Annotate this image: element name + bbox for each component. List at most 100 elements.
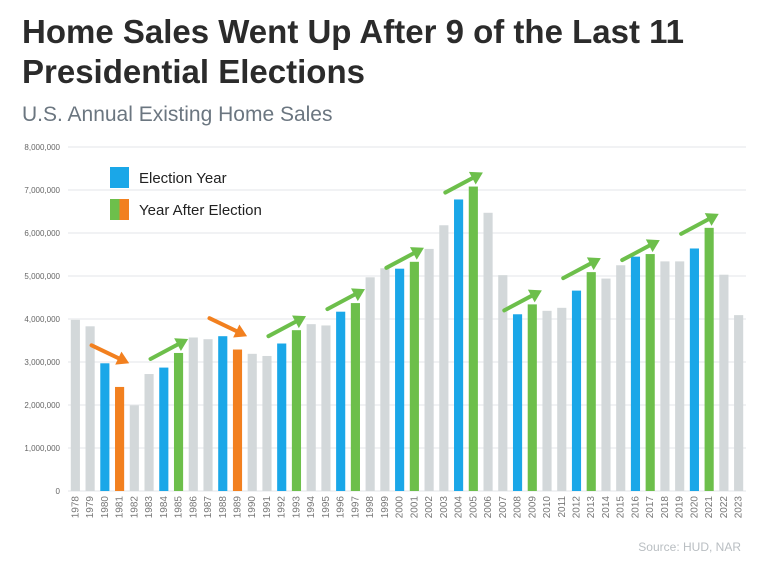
legend-label: Year After Election — [139, 202, 262, 219]
bar-1984 — [159, 367, 169, 491]
bar-2002 — [424, 248, 434, 491]
arrow-shaft — [561, 260, 596, 281]
bar-2013 — [586, 272, 596, 491]
arrow-head — [704, 213, 719, 226]
x-tick-label: 1993 — [291, 496, 302, 519]
x-tick-label: 1995 — [321, 496, 332, 519]
x-tick-label: 2017 — [645, 496, 656, 519]
trend-arrow-2021 — [679, 213, 719, 236]
y-tick-label: 4,000,000 — [24, 315, 60, 324]
arrow-head — [233, 324, 248, 338]
y-tick-label: 2,000,000 — [24, 401, 60, 410]
gridlines — [68, 146, 746, 492]
x-tick-label: 1979 — [85, 496, 96, 519]
bar-1999 — [380, 268, 390, 491]
arrow-head — [527, 289, 542, 303]
bar-1991 — [262, 355, 272, 491]
chart-subtitle: U.S. Annual Existing Home Sales — [22, 103, 333, 126]
x-tick-label: 1990 — [247, 496, 258, 519]
bar-1987 — [203, 339, 213, 491]
x-tick-label: 2010 — [542, 496, 553, 519]
x-tick-label: 1987 — [203, 496, 214, 519]
x-tick-label: 2000 — [395, 496, 406, 519]
x-tick-label: 2023 — [734, 496, 745, 519]
trend-arrow-1993 — [266, 315, 307, 339]
y-tick-label: 6,000,000 — [24, 229, 60, 238]
x-tick-label: 1980 — [100, 496, 111, 519]
bar-2019 — [675, 261, 685, 491]
trend-arrow-2005 — [443, 171, 483, 195]
bar-2004 — [454, 199, 464, 491]
x-tick-label: 2020 — [689, 496, 700, 519]
arrow-head — [645, 239, 660, 253]
x-tick-label: 1999 — [380, 496, 391, 519]
bar-1980 — [100, 363, 110, 491]
x-tick-label: 2022 — [719, 496, 730, 519]
x-tick-label: 2006 — [483, 496, 494, 519]
bar-1978 — [70, 319, 80, 491]
x-tick-label: 1988 — [218, 496, 229, 519]
trend-arrow-2001 — [384, 247, 424, 270]
bar-2016 — [630, 256, 641, 491]
arrow-shaft — [384, 249, 419, 270]
legend-label: Election Year — [139, 170, 227, 187]
y-axis-tick-labels: 0 1,000,000 2,000,000 3,000,000 4,000,000 5,0… — [24, 143, 60, 496]
arrow-head — [292, 315, 307, 329]
x-tick-label: 1998 — [365, 496, 376, 519]
trend-arrow-2009 — [502, 289, 542, 313]
y-tick-label: 3,000,000 — [24, 358, 60, 367]
x-tick-label: 2009 — [527, 496, 538, 519]
x-axis-tick-labels: 1978 1979 1980 1981 1982 1983 1984 1985 1986 1987… — [70, 496, 744, 519]
bar-2015 — [616, 265, 626, 491]
x-tick-label: 2021 — [704, 496, 715, 519]
legend-swatch-election — [110, 167, 129, 188]
legend-item-after: Year After Election — [110, 199, 262, 220]
y-tick-label: 8,000,000 — [24, 143, 60, 152]
bar-1998 — [365, 277, 375, 491]
bar-1988 — [218, 336, 228, 491]
arrow-shaft — [148, 340, 183, 361]
x-tick-label: 1982 — [129, 496, 140, 519]
x-tick-label: 2001 — [409, 496, 420, 519]
bar-2011 — [557, 307, 567, 491]
arrow-head — [115, 351, 130, 365]
x-tick-label: 1984 — [159, 496, 170, 519]
y-tick-label: 0 — [56, 487, 61, 496]
x-tick-label: 1981 — [115, 496, 126, 519]
x-tick-label: 2005 — [468, 496, 479, 519]
arrow-shaft — [89, 343, 124, 362]
trend-arrow-2017 — [620, 239, 660, 263]
arrow-shaft — [207, 316, 242, 335]
x-tick-label: 2016 — [630, 496, 641, 519]
bar-2007 — [498, 275, 508, 491]
trend-arrow-1997 — [325, 288, 365, 312]
arrow-head — [409, 247, 424, 260]
x-tick-label: 2002 — [424, 496, 435, 519]
x-tick-label: 1991 — [262, 496, 273, 519]
x-tick-label: 2008 — [513, 496, 524, 519]
trend-arrow-1989 — [207, 316, 248, 338]
source-note: Source: HUD, NAR — [638, 540, 741, 554]
bar-1986 — [188, 337, 198, 491]
bar-2003 — [439, 225, 449, 491]
bar-1997 — [350, 303, 360, 491]
x-tick-label: 2013 — [586, 496, 597, 519]
x-tick-label: 2019 — [675, 496, 686, 519]
bar-1979 — [85, 326, 95, 491]
x-tick-label: 1997 — [350, 496, 361, 519]
x-tick-label: 1989 — [233, 496, 244, 519]
arrow-shaft — [325, 291, 360, 312]
bar-2014 — [601, 278, 611, 491]
arrow-head — [586, 257, 601, 271]
bar-1994 — [306, 324, 316, 491]
arrow-head — [468, 171, 483, 185]
x-tick-label: 2015 — [616, 496, 627, 519]
legend-swatch-after-down — [119, 199, 129, 220]
bar-2010 — [542, 310, 552, 491]
x-tick-label: 1994 — [306, 496, 317, 519]
arrow-head — [174, 338, 189, 351]
x-tick-label: 2007 — [498, 496, 509, 519]
bar-2012 — [571, 290, 582, 491]
x-tick-label: 2014 — [601, 496, 612, 519]
bar-1989 — [232, 349, 243, 491]
